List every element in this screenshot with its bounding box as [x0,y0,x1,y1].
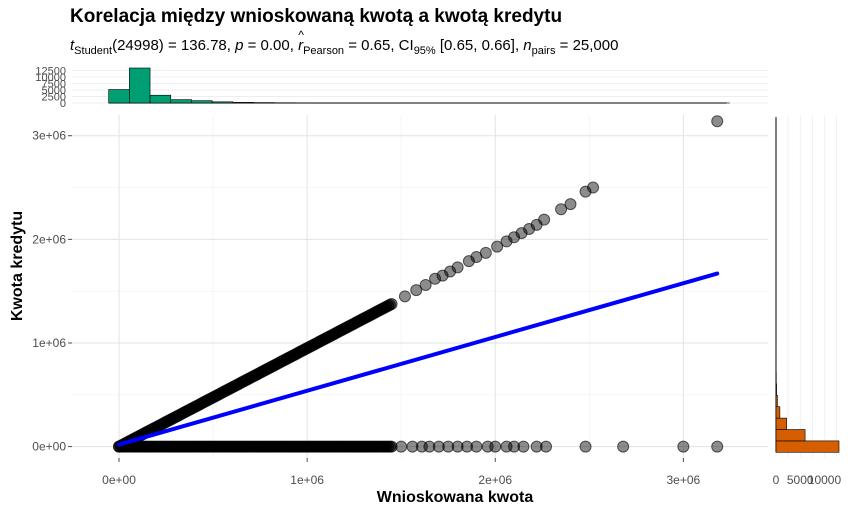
data-point [564,198,577,211]
data-point [587,181,600,194]
right-hist-bar [775,395,778,408]
t-value: (24998) = 136.78, [112,37,236,54]
data-point [436,269,449,282]
data-point [508,440,521,453]
data-point [419,278,432,291]
data-point [489,440,502,453]
data-point [451,261,464,274]
regression-line-path [117,271,720,447]
data-point [432,440,445,453]
regression-line [117,271,720,447]
data-point [429,272,442,285]
top-hist-bar [170,99,192,104]
data-point [470,440,483,453]
data-point [491,240,504,253]
n-sub: pairs [531,45,556,57]
data-point [517,440,530,453]
r-value: = 0.65, CI [344,37,414,54]
right-hist-bar [775,429,806,442]
right-hist-bar [775,383,777,396]
right-hist-tick-label: 10000 [808,473,842,487]
x-axis-label: Wnioskowana kwota [377,489,534,506]
data-point [423,440,436,453]
data-point [523,222,536,235]
r-sub: Pearson [303,45,345,57]
top-hist-bar [191,100,213,104]
top-hist-bar [149,94,172,104]
chart-title: Korelacja między wnioskowaną kwotą a kwo… [70,6,563,27]
data-point [462,255,475,268]
right-hist-tick-label: 0 [773,473,780,487]
t-sub: Student [74,45,113,57]
data-point [395,440,408,453]
top-hist-tick-label: 2500 [42,92,66,104]
right-hist-tick-label: 5000 [787,473,814,487]
x-tick-label: 0e+00 [102,473,136,487]
data-point [500,235,513,248]
axes: 0e+00 1e+06 2e+06 3e+06 0e+00 1e+06 2e+06 3e+06 [32,129,700,487]
data-point [515,227,528,240]
ci-sub: 95% [413,45,436,57]
data-point [711,440,724,453]
n-value: = 25,000 [555,37,619,54]
y-tick-label: 1e+06 [32,336,66,350]
data-point [406,440,419,453]
x-tick-label: 2e+06 [478,473,512,487]
t-label: t [70,37,75,54]
y-axis-label: Kwota kredytu [9,211,26,321]
top-hist-bar [129,67,151,104]
top-hist-bar [232,102,254,104]
scatter-points [113,115,724,453]
chart-subtitle: tStudent(24998) = 136.78, p = 0.00, rPea… [70,28,619,57]
top-hist-bar [211,101,234,104]
p-value: = 0.00, [243,37,299,54]
data-point [617,440,630,453]
data-point [579,185,592,198]
right-hist-bar [775,440,840,453]
data-point [410,284,423,297]
data-point [461,440,474,453]
data-point [442,440,455,453]
data-point [385,440,398,453]
data-point [711,115,724,128]
right-hist-bar [775,417,787,430]
data-point [530,440,543,453]
r-label: r [298,28,304,54]
y-tick-label: 2e+06 [32,232,66,246]
x-tick-label: 1e+06 [290,473,324,487]
data-point [677,440,690,453]
data-point [555,203,568,216]
right-hist-bar [775,406,781,419]
n-label: n [523,37,532,54]
p-label: p [235,37,244,54]
data-point [479,246,492,259]
ci-value: [0.65, 0.66], [435,37,524,54]
data-point [538,213,551,226]
data-point [385,297,398,310]
top-hist-tick-label: 0 [60,98,66,110]
data-point [444,265,457,278]
data-point [508,231,521,244]
top-hist-tick-label: 5000 [42,85,66,97]
top-hist-tick-label: 12500 [35,66,66,78]
y-tick-label: 3e+06 [32,129,66,143]
top-hist-tick-label: 10000 [35,72,66,84]
y-tick-label: 0e+00 [32,440,66,454]
data-point [579,440,592,453]
grid [72,115,768,458]
top-hist-tick-label: 7500 [42,79,66,91]
data-point [540,440,553,453]
top-hist-bar [108,89,130,104]
x-tick-label: 3e+06 [666,473,700,487]
data-point [398,290,411,303]
data-point [451,440,464,453]
